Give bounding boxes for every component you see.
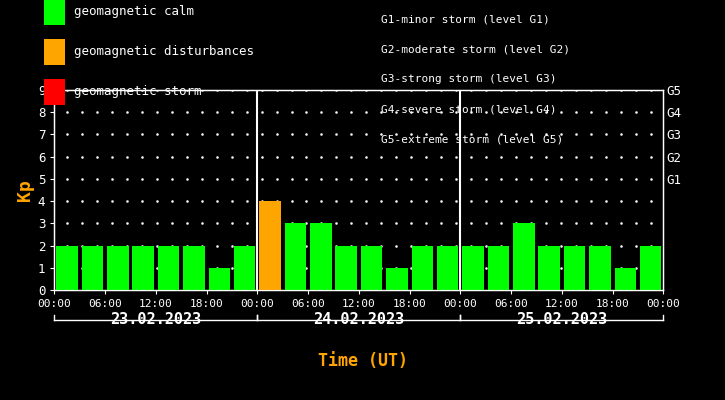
Bar xyxy=(412,246,433,290)
Bar xyxy=(386,268,407,290)
Text: G4-severe storm (level G4): G4-severe storm (level G4) xyxy=(381,104,556,114)
Bar xyxy=(107,246,128,290)
Text: G2-moderate storm (level G2): G2-moderate storm (level G2) xyxy=(381,44,570,54)
Text: G5-extreme storm (level G5): G5-extreme storm (level G5) xyxy=(381,134,563,144)
Bar xyxy=(57,246,78,290)
Bar xyxy=(539,246,560,290)
Bar xyxy=(310,223,331,290)
Text: 23.02.2023: 23.02.2023 xyxy=(110,312,202,327)
Text: 25.02.2023: 25.02.2023 xyxy=(516,312,608,327)
Bar xyxy=(640,246,661,290)
Y-axis label: Kp: Kp xyxy=(16,179,33,201)
Bar xyxy=(260,201,281,290)
Text: geomagnetic disturbances: geomagnetic disturbances xyxy=(74,46,254,58)
Text: Time (UT): Time (UT) xyxy=(318,352,407,370)
Bar xyxy=(564,246,585,290)
Bar xyxy=(589,246,610,290)
Bar xyxy=(234,246,255,290)
Text: 24.02.2023: 24.02.2023 xyxy=(313,312,405,327)
Bar xyxy=(285,223,306,290)
Bar xyxy=(361,246,382,290)
Bar xyxy=(133,246,154,290)
Bar xyxy=(183,246,204,290)
Text: geomagnetic storm: geomagnetic storm xyxy=(74,86,202,98)
Text: G1-minor storm (level G1): G1-minor storm (level G1) xyxy=(381,14,550,24)
Bar xyxy=(437,246,458,290)
Bar xyxy=(615,268,636,290)
Bar xyxy=(158,246,179,290)
Bar xyxy=(336,246,357,290)
Text: G3-strong storm (level G3): G3-strong storm (level G3) xyxy=(381,74,556,84)
Text: geomagnetic calm: geomagnetic calm xyxy=(74,6,194,18)
Bar xyxy=(209,268,230,290)
Bar xyxy=(488,246,509,290)
Bar xyxy=(463,246,484,290)
Bar xyxy=(82,246,103,290)
Bar xyxy=(513,223,534,290)
